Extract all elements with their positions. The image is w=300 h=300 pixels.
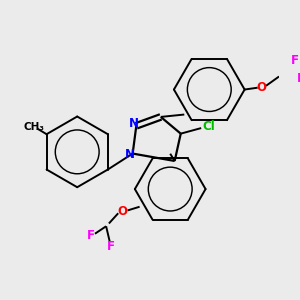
Text: O: O (256, 81, 266, 94)
Text: F: F (291, 54, 299, 67)
Text: CH₃: CH₃ (23, 122, 44, 132)
Text: N: N (128, 118, 139, 130)
Text: O: O (118, 205, 128, 218)
Text: F: F (107, 240, 115, 253)
Text: Cl: Cl (202, 120, 215, 133)
Text: F: F (296, 72, 300, 85)
Text: N: N (125, 148, 135, 161)
Text: F: F (87, 229, 95, 242)
